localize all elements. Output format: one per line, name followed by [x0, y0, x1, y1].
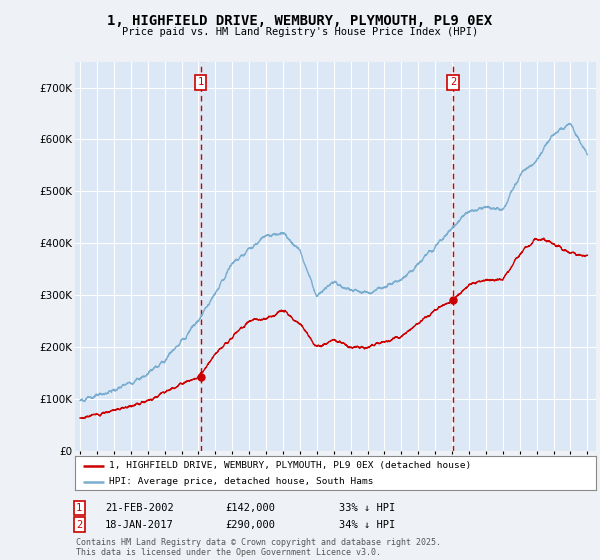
Text: HPI: Average price, detached house, South Hams: HPI: Average price, detached house, Sout… [109, 477, 373, 486]
Text: 34% ↓ HPI: 34% ↓ HPI [339, 520, 395, 530]
Text: Contains HM Land Registry data © Crown copyright and database right 2025.
This d: Contains HM Land Registry data © Crown c… [76, 538, 441, 557]
Text: 1: 1 [76, 503, 82, 513]
Text: 2: 2 [76, 520, 82, 530]
Text: 33% ↓ HPI: 33% ↓ HPI [339, 503, 395, 513]
Text: 2: 2 [450, 77, 456, 87]
Text: 1, HIGHFIELD DRIVE, WEMBURY, PLYMOUTH, PL9 0EX (detached house): 1, HIGHFIELD DRIVE, WEMBURY, PLYMOUTH, P… [109, 461, 471, 470]
Text: 1, HIGHFIELD DRIVE, WEMBURY, PLYMOUTH, PL9 0EX: 1, HIGHFIELD DRIVE, WEMBURY, PLYMOUTH, P… [107, 14, 493, 28]
Text: £290,000: £290,000 [225, 520, 275, 530]
Text: Price paid vs. HM Land Registry's House Price Index (HPI): Price paid vs. HM Land Registry's House … [122, 27, 478, 37]
Text: 1: 1 [197, 77, 204, 87]
Text: 18-JAN-2017: 18-JAN-2017 [105, 520, 174, 530]
Text: £142,000: £142,000 [225, 503, 275, 513]
Text: 21-FEB-2002: 21-FEB-2002 [105, 503, 174, 513]
